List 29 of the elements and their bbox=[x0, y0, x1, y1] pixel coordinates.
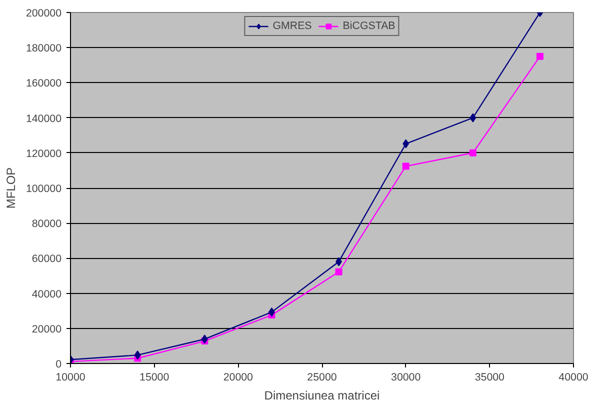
point bbox=[402, 162, 410, 170]
y-tick-label: 160000 bbox=[26, 78, 62, 90]
x-tick-label: 35000 bbox=[474, 372, 505, 384]
y-tick-label: 180000 bbox=[26, 42, 62, 55]
point bbox=[134, 350, 141, 360]
x-tick-label: 40000 bbox=[558, 372, 588, 384]
y-tick-label: 200000 bbox=[26, 8, 62, 20]
y-axis-title: MFLOP bbox=[4, 167, 18, 209]
y-tick-label: 100000 bbox=[26, 183, 62, 195]
x-tick-label: 10000 bbox=[56, 372, 86, 384]
legend-label: GMRES bbox=[272, 20, 312, 32]
point bbox=[335, 268, 342, 276]
legend-label: BiCGSTAB bbox=[342, 20, 396, 32]
y-tick-label: 20000 bbox=[32, 323, 62, 336]
y-tick-label: 120000 bbox=[26, 148, 62, 160]
y-tick-label: 80000 bbox=[32, 218, 62, 230]
y-tick-label: 60000 bbox=[32, 253, 62, 266]
y-tick-label: 140000 bbox=[26, 112, 62, 125]
x-tick-label: 20000 bbox=[223, 372, 254, 384]
y-tick-label: 0 bbox=[56, 358, 62, 370]
x-tick-label: 30000 bbox=[391, 372, 421, 384]
x-tick-label: 15000 bbox=[140, 372, 170, 384]
point bbox=[201, 334, 208, 344]
point bbox=[470, 113, 476, 122]
y-tick-label: 40000 bbox=[32, 288, 62, 300]
point bbox=[469, 149, 476, 156]
x-axis-title: Dimensiunea matricei bbox=[264, 388, 380, 402]
point bbox=[536, 52, 544, 60]
x-tick-label: 25000 bbox=[307, 372, 337, 384]
